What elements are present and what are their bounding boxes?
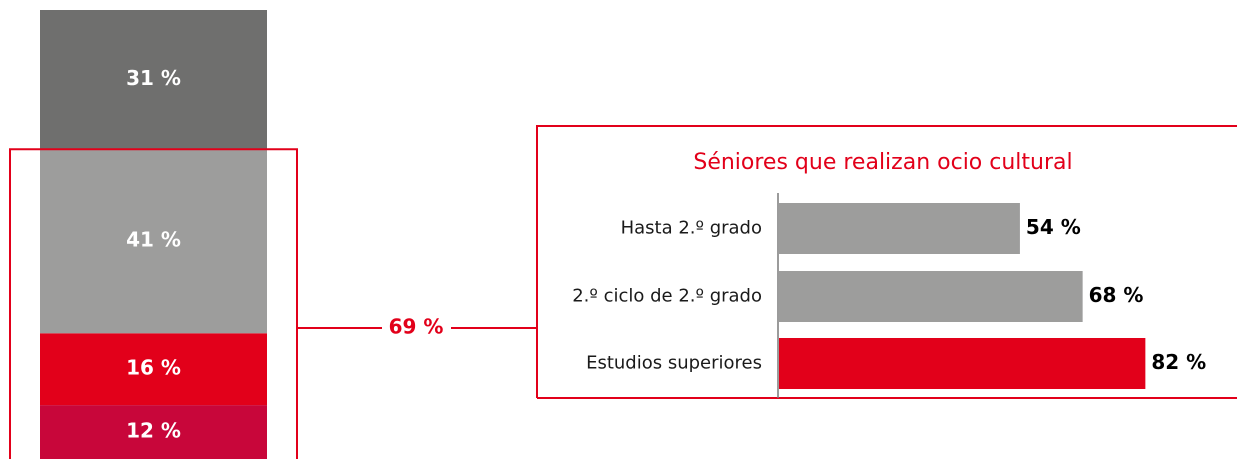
annotation: 69 % bbox=[389, 315, 444, 339]
bar bbox=[779, 271, 1083, 322]
bar-segment bbox=[40, 149, 267, 334]
panel-frame bbox=[536, 125, 1237, 398]
category-label: Hasta 2.º grado bbox=[621, 218, 762, 239]
bar-segment bbox=[40, 10, 267, 150]
value-label: 54 % bbox=[1026, 215, 1081, 239]
segment-label: 16 % bbox=[126, 356, 181, 380]
value-label: 82 % bbox=[1151, 350, 1206, 374]
category-label: Estudios superiores bbox=[586, 353, 762, 374]
segment-label: 31 % bbox=[126, 66, 181, 90]
value-label: 68 % bbox=[1089, 283, 1144, 307]
category-label: 2.º ciclo de 2.º grado bbox=[572, 286, 762, 307]
bar bbox=[779, 203, 1020, 254]
segment-label: 41 % bbox=[126, 228, 181, 252]
group-frame bbox=[9, 148, 298, 459]
segment-label: 12 % bbox=[126, 419, 181, 443]
bar-segment bbox=[40, 405, 267, 459]
bar bbox=[779, 338, 1146, 389]
bar-segment bbox=[40, 333, 267, 406]
chart-title: Séniores que realizan ocio cultural bbox=[693, 150, 1072, 175]
